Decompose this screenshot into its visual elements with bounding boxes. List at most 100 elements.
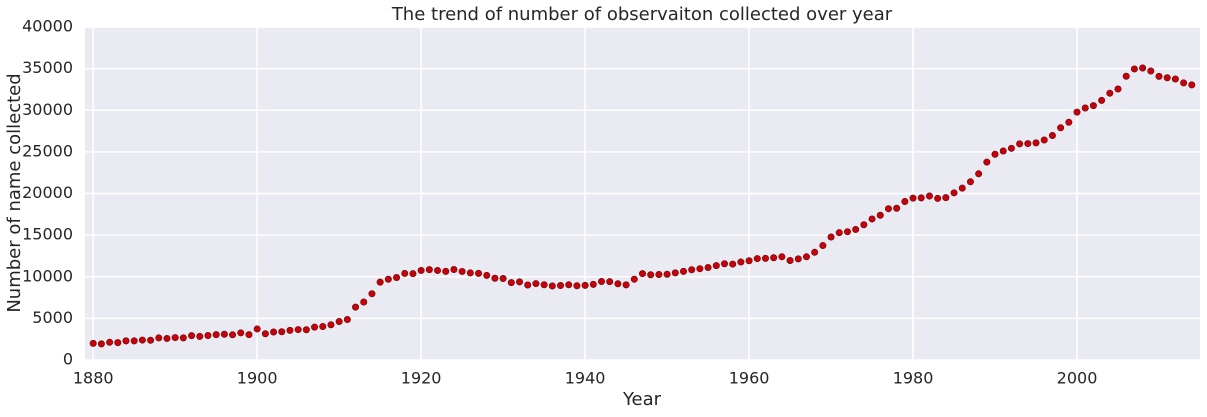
data-point xyxy=(1065,118,1073,126)
data-point xyxy=(491,274,499,282)
data-point xyxy=(671,269,679,277)
data-point xyxy=(466,269,474,277)
data-point xyxy=(196,332,204,340)
data-point xyxy=(811,248,819,256)
data-point xyxy=(958,184,966,192)
data-point xyxy=(1007,144,1015,152)
data-point xyxy=(868,215,876,223)
y-tick-label: 5000 xyxy=(32,308,73,327)
x-axis-label: Year xyxy=(622,389,662,410)
data-point xyxy=(925,192,933,200)
x-tick-label: 1920 xyxy=(401,369,442,388)
data-point xyxy=(499,274,507,282)
data-point xyxy=(237,329,245,337)
data-point xyxy=(614,280,622,288)
data-point xyxy=(1040,136,1048,144)
data-point xyxy=(253,325,261,333)
data-point xyxy=(442,267,450,275)
data-point xyxy=(1130,65,1138,73)
data-point xyxy=(458,267,466,275)
data-point xyxy=(1073,108,1081,116)
data-point xyxy=(261,330,269,338)
data-point xyxy=(335,317,343,325)
data-point xyxy=(1155,72,1163,80)
data-point xyxy=(212,331,220,339)
data-point xyxy=(745,257,753,265)
data-point xyxy=(532,280,540,288)
data-point xyxy=(679,267,687,275)
data-point xyxy=(942,194,950,202)
data-point xyxy=(1188,81,1196,89)
y-tick-label: 30000 xyxy=(22,100,73,119)
data-point xyxy=(655,271,663,279)
y-tick-label: 40000 xyxy=(22,17,73,36)
data-point xyxy=(794,255,802,263)
data-point xyxy=(114,339,122,347)
data-point xyxy=(598,278,606,286)
y-tick-label: 10000 xyxy=(22,266,73,285)
data-point xyxy=(352,303,360,311)
x-tick-label: 1900 xyxy=(237,369,278,388)
data-point xyxy=(1122,72,1130,80)
data-point xyxy=(278,328,286,336)
x-tick-label: 1940 xyxy=(565,369,606,388)
data-point xyxy=(409,270,417,278)
data-point xyxy=(737,258,745,266)
data-point xyxy=(1147,67,1155,75)
x-tick-label: 1960 xyxy=(729,369,770,388)
x-tick-label: 1880 xyxy=(73,369,114,388)
data-point xyxy=(557,282,565,290)
data-point xyxy=(1016,140,1024,148)
data-point xyxy=(893,204,901,212)
data-point xyxy=(852,225,860,233)
data-point xyxy=(425,266,433,274)
data-point xyxy=(1024,140,1032,148)
data-point xyxy=(1032,139,1040,147)
data-point xyxy=(630,275,638,283)
data-point xyxy=(884,205,892,213)
data-point xyxy=(393,273,401,281)
data-point xyxy=(147,336,155,344)
data-point xyxy=(516,278,524,286)
data-point xyxy=(163,334,171,342)
data-point xyxy=(975,170,983,178)
data-point xyxy=(368,290,376,298)
data-point xyxy=(384,275,392,283)
data-point xyxy=(827,233,835,241)
data-point xyxy=(475,269,483,277)
data-point xyxy=(401,269,409,277)
data-point xyxy=(581,281,589,289)
data-point xyxy=(130,337,138,345)
data-point xyxy=(524,281,532,289)
data-point xyxy=(229,331,237,339)
data-point xyxy=(622,281,630,289)
data-point xyxy=(97,340,105,348)
data-point xyxy=(311,323,319,331)
data-point xyxy=(704,263,712,271)
data-point xyxy=(450,266,458,274)
data-point xyxy=(548,282,556,290)
data-point xyxy=(138,336,146,344)
data-point xyxy=(761,254,769,262)
data-point xyxy=(999,147,1007,155)
data-point xyxy=(966,178,974,186)
data-point xyxy=(1163,74,1171,82)
data-point xyxy=(843,228,851,236)
data-point xyxy=(720,260,728,268)
data-point xyxy=(1048,131,1056,139)
data-point xyxy=(343,315,351,323)
y-tick-label: 20000 xyxy=(22,183,73,202)
data-point xyxy=(819,242,827,250)
data-point xyxy=(245,331,253,339)
data-point xyxy=(540,281,548,289)
data-point xyxy=(89,339,97,347)
data-point xyxy=(1114,85,1122,93)
data-point xyxy=(302,326,310,334)
data-point xyxy=(1180,79,1188,87)
data-point xyxy=(688,266,696,274)
data-point xyxy=(106,338,114,346)
data-point xyxy=(786,256,794,264)
x-tick-label: 1980 xyxy=(893,369,934,388)
data-point xyxy=(204,332,212,340)
